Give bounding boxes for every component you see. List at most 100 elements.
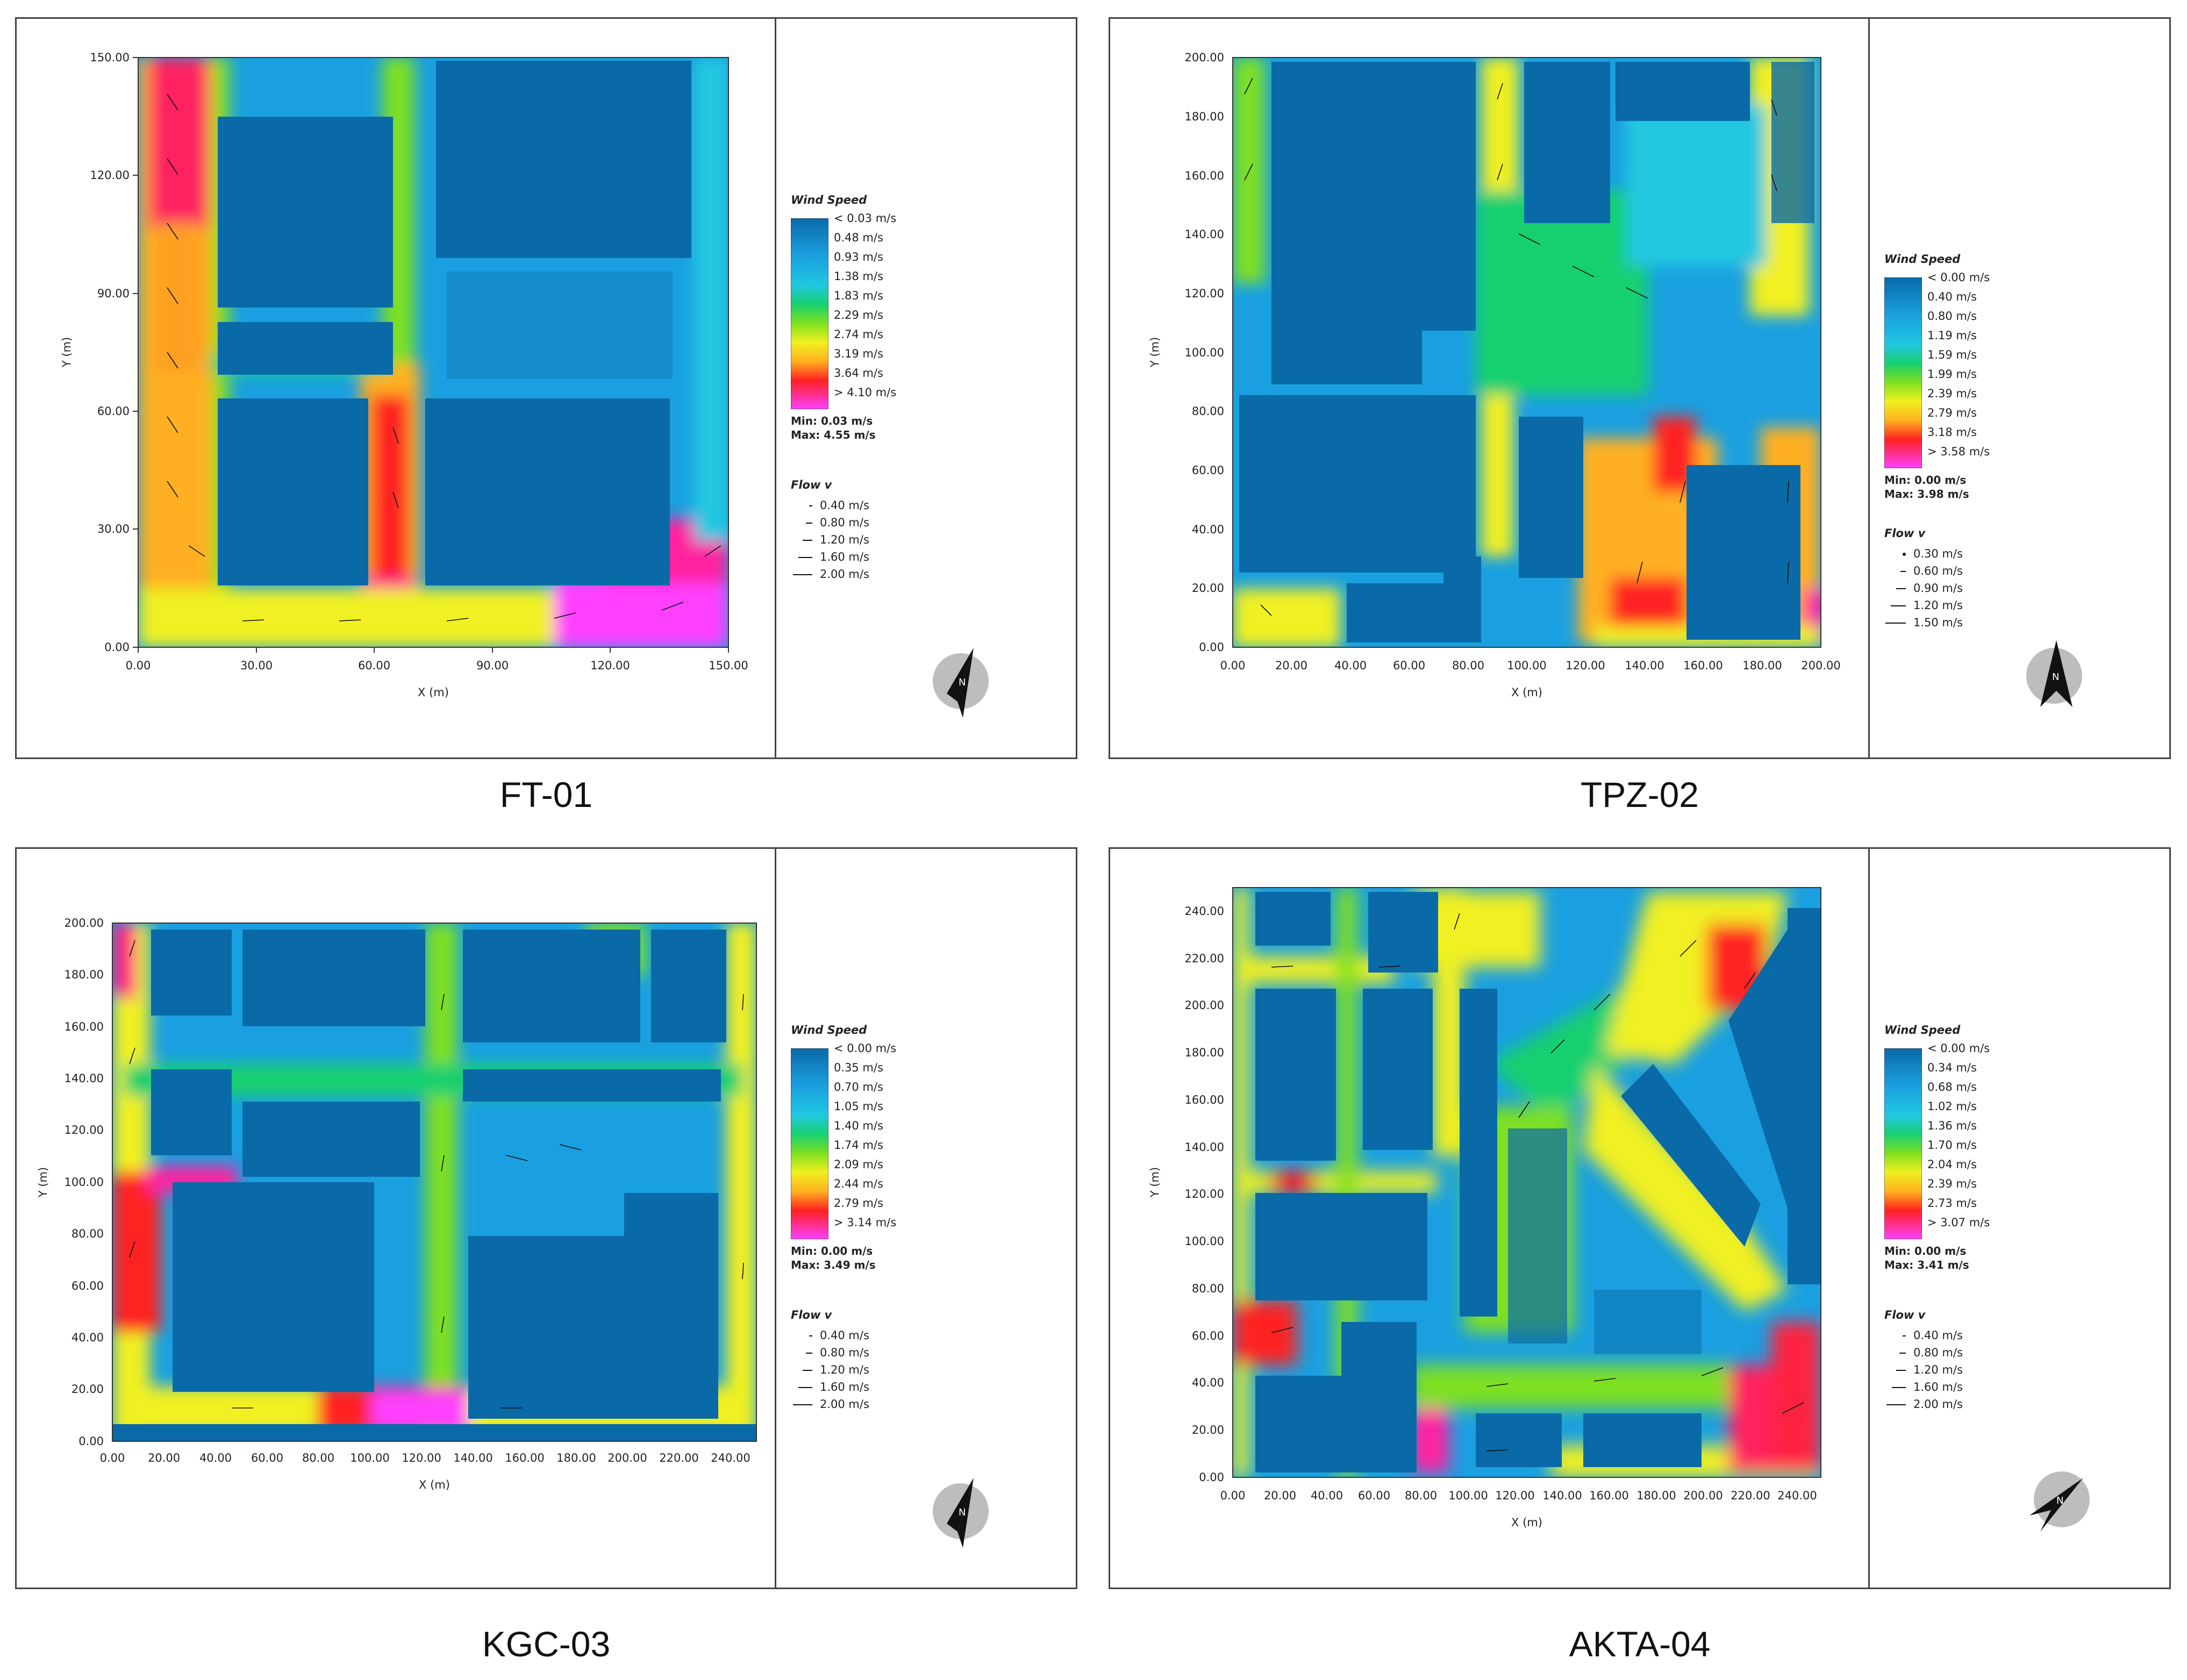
ramp-label: 2.74 m/s: [834, 328, 883, 341]
y-tick: 150.00: [90, 51, 130, 64]
y-tick: 20.00: [1192, 1424, 1224, 1436]
ramp-label: 3.64 m/s: [834, 367, 883, 380]
x-tick: 100.00: [1448, 1489, 1488, 1502]
y-tick: 140.00: [65, 1072, 104, 1085]
x-tick: 200.00: [1683, 1489, 1723, 1502]
ramp-label: 1.40 m/s: [834, 1119, 883, 1132]
x-tick: 20.00: [148, 1452, 180, 1464]
y-axis-label: Y (m): [37, 1167, 49, 1198]
ramp-label: 2.79 m/s: [834, 1197, 883, 1210]
x-tick: 180.00: [556, 1452, 596, 1464]
ramp-label: 2.39 m/s: [1927, 1177, 1977, 1190]
x-tick: 140.00: [1625, 659, 1664, 672]
max-value: Max: 4.55 m/s: [791, 428, 876, 441]
legend-kgc03: Wind Speed < 0.00 m/s 0.35 m/s 0.70 m/s …: [791, 1024, 896, 1411]
min-value: Min: 0.00 m/s: [1884, 1245, 1967, 1257]
flow-row: 0.60 m/s: [1900, 564, 1963, 577]
y-tick: 90.00: [97, 287, 130, 300]
x-tick: 220.00: [1731, 1489, 1770, 1502]
x-axis-label: X (m): [1511, 686, 1542, 699]
x-tick: 40.00: [199, 1452, 232, 1464]
flow-row: 2.00 m/s: [793, 1398, 869, 1411]
flow-row: 0.80 m/s: [806, 516, 869, 529]
y-tick: 0.00: [104, 641, 130, 654]
y-tick: 200.00: [1185, 51, 1224, 64]
x-tick: 200.00: [608, 1452, 647, 1464]
y-tick: 100.00: [1185, 1235, 1224, 1248]
y-tick: 60.00: [1192, 464, 1224, 477]
ramp-label: 0.68 m/s: [1927, 1081, 1977, 1093]
flow-row: 2.00 m/s: [793, 568, 869, 581]
x-tick: 100.00: [1507, 659, 1546, 672]
north-arrow-icon: N: [2029, 1471, 2090, 1532]
flow-row: 0.30 m/s: [1884, 547, 1963, 563]
x-tick: 20.00: [1275, 659, 1307, 672]
min-value: Min: 0.00 m/s: [791, 1245, 873, 1257]
x-tick: 140.00: [453, 1452, 492, 1464]
x-tick: 120.00: [590, 659, 630, 672]
legend-title: Wind Speed: [791, 194, 867, 206]
svg-text:N: N: [2052, 671, 2059, 683]
ramp-label: 0.70 m/s: [834, 1081, 883, 1093]
x-tick: 200.00: [1801, 659, 1840, 672]
ramp-label: < 0.00 m/s: [1927, 271, 1990, 284]
y-tick: 30.00: [97, 523, 130, 535]
color-ramp: [1884, 1048, 1922, 1239]
caption-kgc03: KGC-03: [482, 1624, 611, 1664]
x-tick: 40.00: [1311, 1489, 1343, 1502]
x-tick: 90.00: [476, 659, 509, 672]
panel-divider: [775, 849, 776, 1588]
y-tick: 200.00: [65, 917, 104, 930]
y-tick: 160.00: [1185, 169, 1224, 182]
ramp-label: 1.70 m/s: [1927, 1139, 1977, 1152]
color-ramp: [1884, 277, 1922, 468]
y-tick: 240.00: [1185, 905, 1224, 918]
flow-row: 1.50 m/s: [1885, 616, 1963, 629]
legend-tpz02: Wind Speed < 0.00 m/s 0.40 m/s 0.80 m/s …: [1884, 253, 1990, 629]
y-axis-label: Y (m): [1148, 337, 1161, 368]
ramp-label: 2.29 m/s: [834, 309, 883, 321]
y-tick: 180.00: [1185, 110, 1224, 123]
y-axis-label: Y (m): [60, 337, 73, 368]
color-ramp: [791, 1048, 828, 1239]
x-tick: 40.00: [1334, 659, 1367, 672]
svg-text:N: N: [959, 677, 966, 688]
wind-map-tpz02: 0.00 20.00 40.00 60.00 80.00 100.00 120.…: [1148, 51, 1841, 699]
y-tick: 180.00: [65, 968, 104, 981]
max-value: Max: 3.41 m/s: [1884, 1259, 1969, 1271]
x-tick: 60.00: [1393, 659, 1425, 672]
y-tick: 0.00: [1199, 641, 1224, 654]
ramp-label: < 0.03 m/s: [834, 212, 897, 225]
y-axis-label: Y (m): [1148, 1167, 1161, 1198]
flow-row: 0.40 m/s: [809, 1329, 869, 1342]
ramp-label: 2.04 m/s: [1927, 1158, 1977, 1171]
flow-title: Flow v: [791, 1309, 832, 1321]
ramp-label: 2.79 m/s: [1927, 406, 1977, 419]
x-tick: 0.00: [126, 659, 151, 672]
panel-divider: [1868, 849, 1870, 1588]
flow-row: 1.60 m/s: [1892, 1381, 1963, 1393]
flow-row: 1.20 m/s: [803, 1363, 869, 1376]
x-tick: 0.00: [1220, 659, 1246, 672]
panel-akta04: 0.00 20.00 40.00 60.00 80.00 100.00 120.…: [1109, 847, 2171, 1589]
ramp-label: 1.02 m/s: [1927, 1100, 1977, 1113]
x-tick: 160.00: [1683, 659, 1723, 672]
flow-row: 0.40 m/s: [1903, 1329, 1963, 1342]
x-tick: 220.00: [659, 1452, 698, 1464]
ramp-label: < 0.00 m/s: [1927, 1042, 1990, 1055]
y-tick: 100.00: [1185, 346, 1224, 359]
ramp-label: > 3.07 m/s: [1927, 1216, 1990, 1229]
panel-kgc03: 0.00 20.00 40.00 60.00 80.00 100.00 120.…: [15, 847, 1077, 1589]
ramp-label: 1.74 m/s: [834, 1139, 883, 1152]
ramp-label: 1.83 m/s: [834, 289, 883, 302]
ramp-label: 1.36 m/s: [1927, 1119, 1977, 1132]
y-tick: 160.00: [65, 1020, 104, 1033]
x-tick: 60.00: [1358, 1489, 1390, 1502]
y-tick: 80.00: [1192, 405, 1224, 418]
ramp-label: 0.34 m/s: [1927, 1061, 1977, 1074]
wind-map-kgc03: 0.00 20.00 40.00 60.00 80.00 100.00 120.…: [37, 917, 757, 1491]
panel-ft01: 0.00 30.00 60.00 90.00 120.00 150.00 X (…: [15, 17, 1077, 759]
svg-text:N: N: [2056, 1495, 2063, 1506]
y-tick: 220.00: [1185, 952, 1224, 965]
svg-text:N: N: [959, 1507, 966, 1518]
